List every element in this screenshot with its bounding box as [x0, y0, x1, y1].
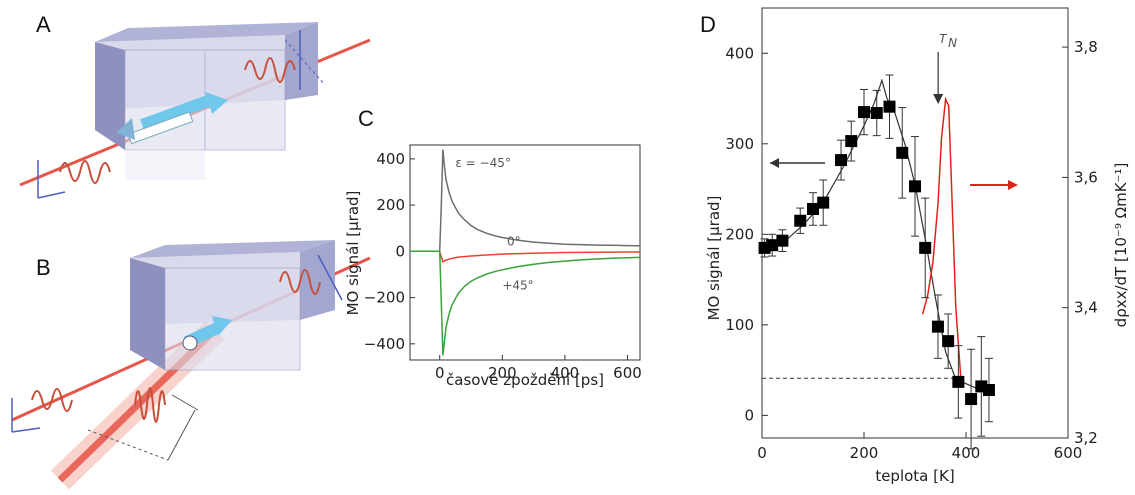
data-point-marker — [931, 320, 944, 333]
data-point-marker — [982, 384, 995, 397]
tn-subscript: N — [948, 36, 957, 50]
tn-label: T — [939, 32, 948, 46]
series-annotation-c: ε = −45° — [455, 156, 511, 170]
data-point-marker — [807, 202, 819, 215]
data-point-marker — [776, 234, 789, 247]
x-tick-label-d: 200 — [850, 444, 879, 462]
y-right-tick-label-d: 3,8 — [1074, 38, 1098, 56]
data-point-marker — [835, 154, 848, 167]
y-tick-label-d: 200 — [725, 225, 754, 243]
panel-label-d: D — [700, 12, 716, 37]
y-right-tick-label-d: 3,4 — [1074, 299, 1098, 317]
series-line-c-1 — [410, 250, 640, 263]
y-tick-label-d: 300 — [725, 135, 754, 153]
data-point-marker — [766, 239, 779, 252]
x-axis-label-d: teplota [K] — [875, 467, 954, 485]
x-tick-label-c: 200 — [488, 364, 517, 382]
x-tick-label-d: 600 — [1054, 444, 1083, 462]
x-axis-label-c: časové zpoždění [ps] — [446, 371, 604, 389]
x-tick-label-d: 0 — [757, 444, 767, 462]
data-point-marker — [952, 375, 965, 388]
data-point-marker — [965, 393, 978, 406]
y-axis-label-d: MO signál [μrad] — [705, 196, 723, 321]
tn-arrow-head — [933, 94, 944, 104]
panel-label-a: A — [36, 12, 51, 37]
y-tick-label-c: 200 — [376, 196, 405, 214]
y-tick-label-d: 0 — [744, 406, 754, 424]
data-point-marker — [794, 214, 807, 227]
panel-c-chart: C 0 200 400 600 400 200 0 −200 −400 ε = −45° 0° +4… — [344, 106, 642, 389]
y-tick-label-c: 400 — [376, 150, 405, 168]
data-point-marker — [919, 241, 932, 254]
y-tick-label-d: 400 — [725, 44, 754, 62]
data-point-marker — [845, 135, 858, 148]
y-tick-label-c: −200 — [364, 289, 405, 307]
x-tick-label-c: 600 — [613, 364, 642, 382]
y-axis-right-label-d: dρxx/dT [10⁻⁹ ΩmK⁻¹] — [1112, 163, 1130, 328]
y-right-tick-label-d: 3,2 — [1074, 429, 1098, 447]
panel-label-b: B — [36, 255, 51, 280]
resistivity-derivative-line — [921, 96, 962, 380]
y-tick-label-d: 100 — [725, 316, 754, 334]
panel-b-illustration: B — [11, 240, 371, 490]
series-annotation-c: 0° — [507, 235, 521, 249]
data-point-marker — [883, 100, 896, 113]
y-tick-label-c: 0 — [395, 242, 405, 260]
panel-label-c: C — [358, 106, 374, 131]
panel-a-illustration: A — [19, 12, 371, 199]
x-tick-label-c: 0 — [435, 364, 445, 382]
series-annotation-c: +45° — [502, 278, 533, 292]
plot-frame-d — [761, 7, 1069, 439]
data-point-marker — [909, 180, 921, 193]
data-point-marker — [942, 335, 955, 348]
data-point-marker — [870, 107, 883, 120]
data-point-marker — [817, 196, 830, 209]
y-right-tick-label-d: 3,6 — [1074, 168, 1098, 186]
x-tick-label-c: 400 — [551, 364, 580, 382]
series-line-c-0 — [410, 149, 641, 253]
data-point-marker — [896, 146, 909, 159]
y-axis-label-c: MO signál [μrad] — [344, 191, 362, 316]
y-tick-label-c: −400 — [364, 335, 405, 353]
x-tick-label-d: 400 — [952, 444, 981, 462]
data-point-marker — [858, 106, 870, 119]
series-line-c-2 — [410, 250, 641, 356]
